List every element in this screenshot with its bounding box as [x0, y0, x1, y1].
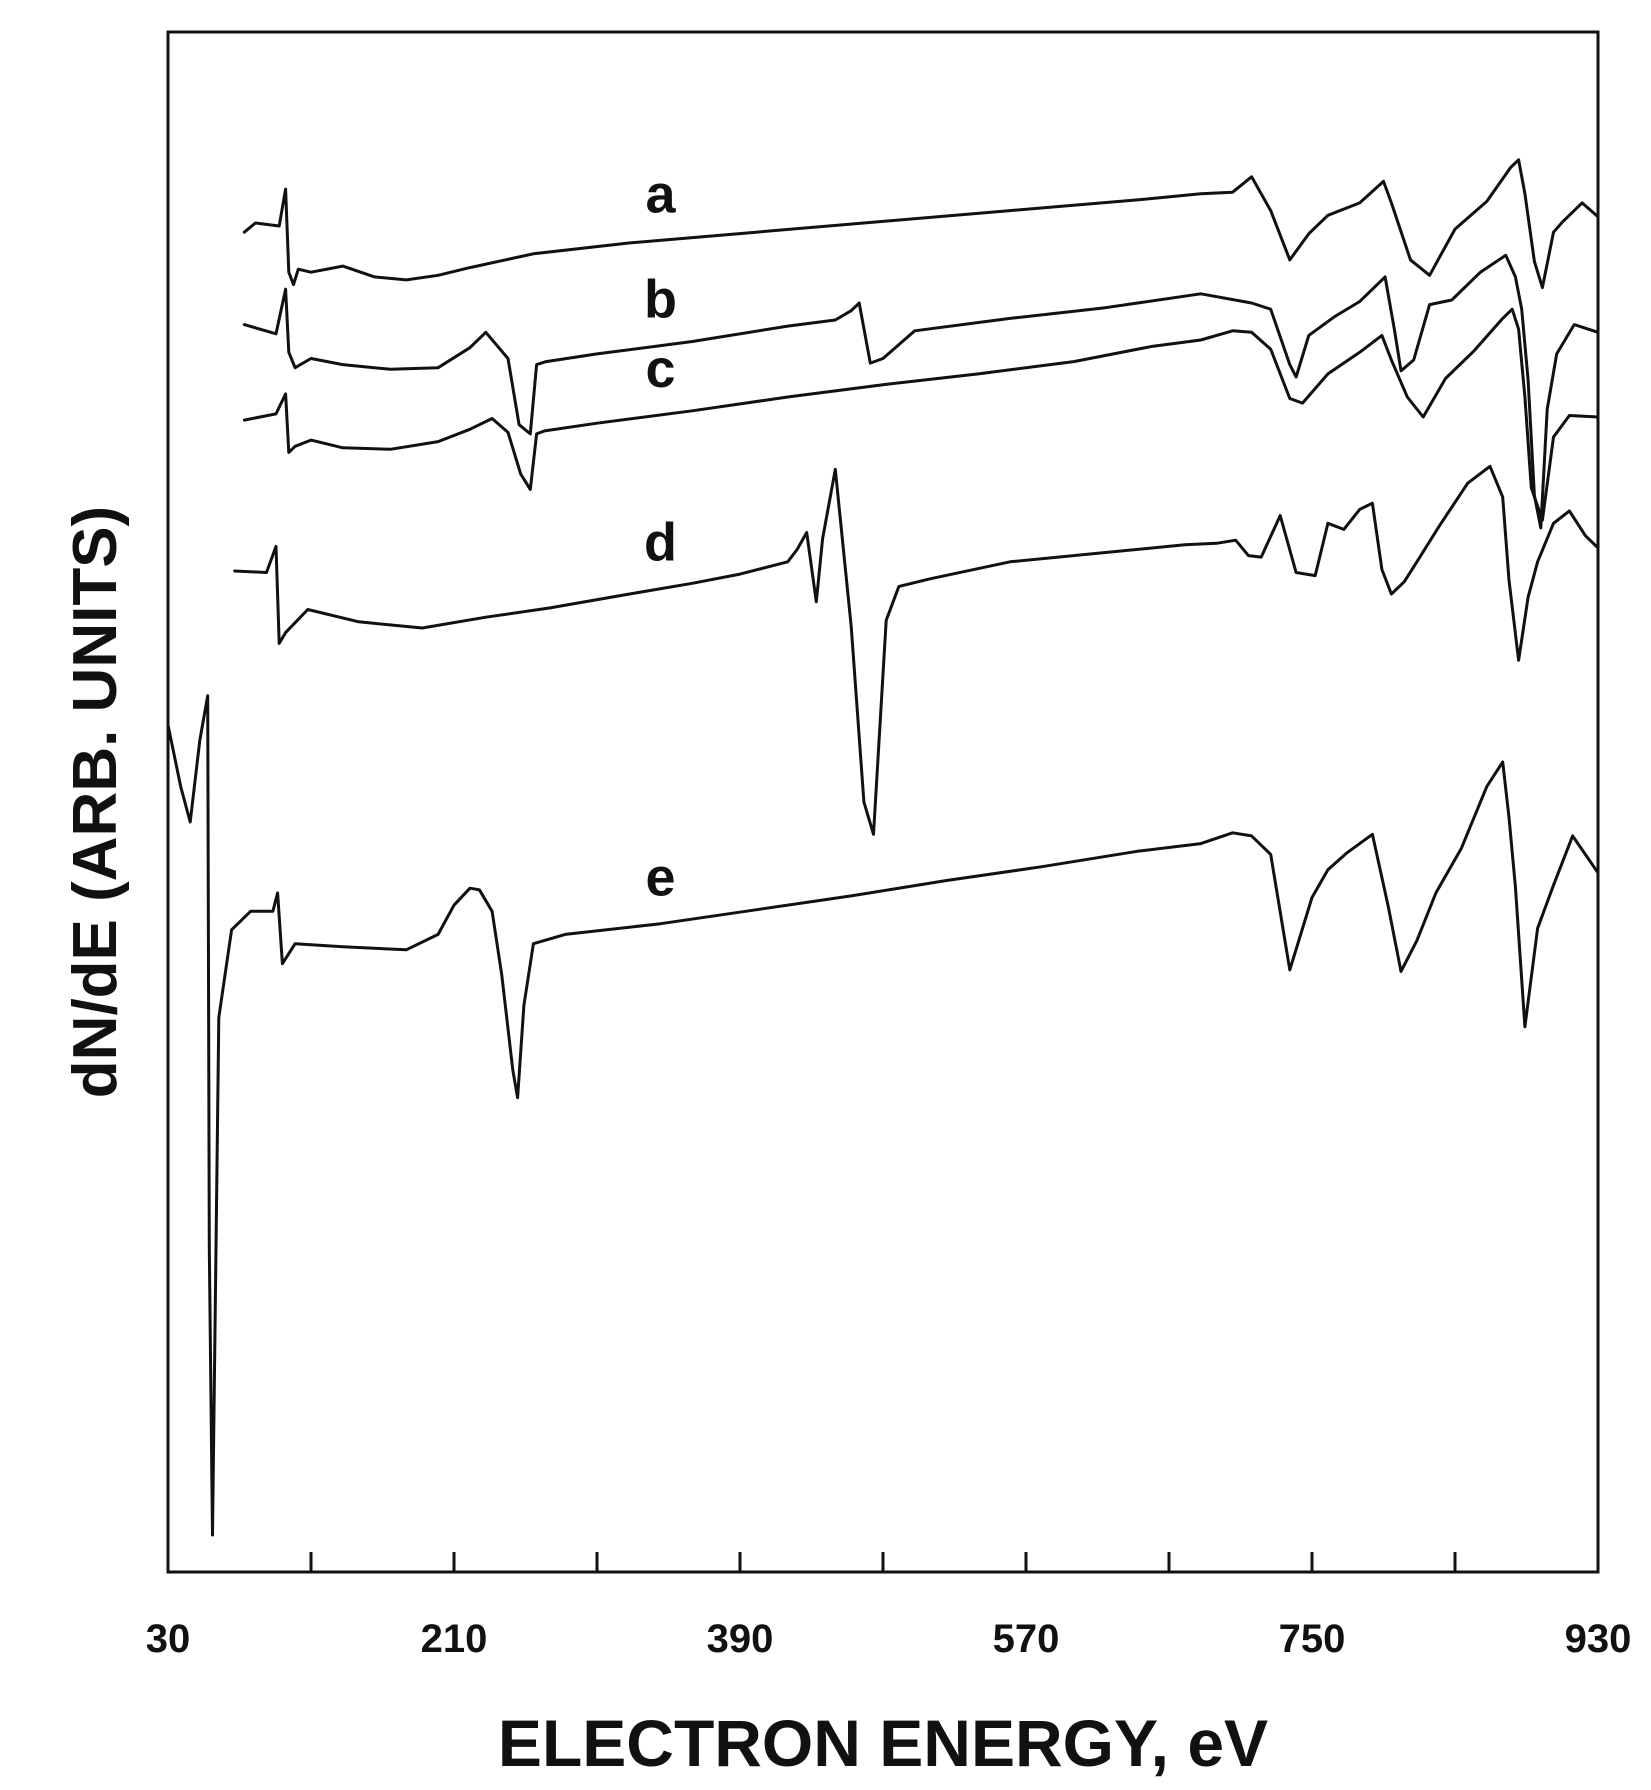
x-tick-label-30: 30 — [146, 1617, 191, 1661]
plot-frame — [166, 30, 1600, 1574]
series-line-e — [166, 694, 1600, 1537]
series-label-e: e — [646, 848, 676, 908]
x-tick-label-210: 210 — [421, 1617, 488, 1661]
series-labels: abc d e — [644, 164, 677, 907]
series-label-c: c — [646, 339, 676, 399]
series-label-a: a — [646, 164, 677, 224]
series-label-b: b — [644, 270, 677, 330]
x-tick-label-750: 750 — [1279, 1617, 1346, 1661]
series-line-a — [242, 158, 1600, 290]
series-group — [166, 158, 1600, 1537]
x-tick-label-570: 570 — [993, 1617, 1060, 1661]
series-line-c — [242, 307, 1600, 522]
x-tick-label-930: 930 — [1565, 1617, 1632, 1661]
x-axis-tick-labels: 30 210 390 570 750 930 — [146, 1617, 1632, 1661]
x-tick-label-390: 390 — [707, 1617, 774, 1661]
x-axis-ticks — [309, 1552, 1457, 1572]
x-axis-label: ELECTRON ENERGY, eV — [498, 1706, 1268, 1780]
series-line-d — [233, 464, 1600, 836]
series-label-d: d — [644, 513, 677, 573]
y-axis-label: dN/dE (ARB. UNITS) — [61, 506, 130, 1098]
series-line-b — [242, 253, 1600, 530]
